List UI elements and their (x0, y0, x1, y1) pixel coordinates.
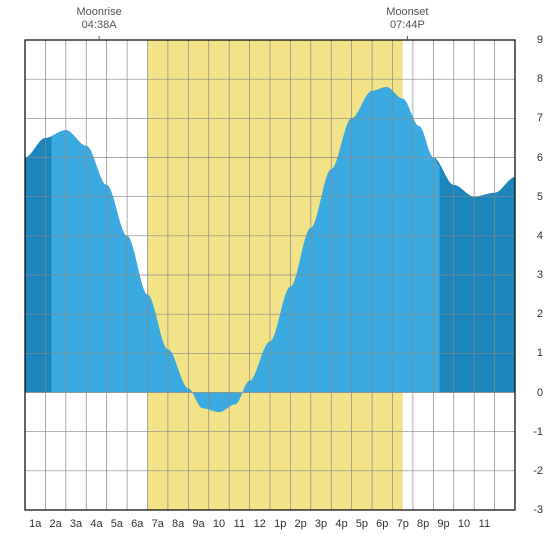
y-tick-label: 8 (523, 73, 543, 85)
x-tick-label: 2a (50, 518, 62, 530)
x-tick-label: 8p (417, 518, 429, 530)
y-tick-label: 7 (523, 112, 543, 124)
x-tick-label: 2p (295, 518, 307, 530)
x-tick-label: 3p (315, 518, 327, 530)
x-tick-label: 7p (397, 518, 409, 530)
y-tick-label: 5 (523, 191, 543, 203)
chart-svg (0, 0, 550, 550)
y-tick-label: -3 (523, 504, 543, 516)
x-tick-label: 3a (70, 518, 82, 530)
moonset-marker: Moonset07:44P (377, 6, 437, 32)
x-tick-label: 8a (172, 518, 184, 530)
x-tick-label: 10 (458, 518, 470, 530)
y-tick-label: 3 (523, 269, 543, 281)
x-tick-label: 12 (254, 518, 266, 530)
y-tick-label: -1 (523, 426, 543, 438)
x-tick-label: 11 (479, 518, 490, 530)
x-tick-label: 5a (111, 518, 123, 530)
moonrise-label: Moonrise (76, 6, 121, 18)
x-tick-label: 10 (213, 518, 225, 530)
tide-chart: Moonrise04:38A Moonset07:44P 1a 2a 3a 4a 5a 6a 7… (0, 0, 550, 550)
moonset-label: Moonset (386, 6, 428, 18)
y-tick-label: 6 (523, 152, 543, 164)
x-tick-label: 6a (131, 518, 143, 530)
x-tick-label: 4p (335, 518, 347, 530)
y-tick-label: 1 (523, 347, 543, 359)
x-tick-label: 1a (29, 518, 41, 530)
y-tick-label: 9 (523, 34, 543, 46)
x-tick-label: 6p (376, 518, 388, 530)
y-tick-label: 2 (523, 308, 543, 320)
x-tick-label: 4a (90, 518, 102, 530)
x-tick-label: 9p (437, 518, 449, 530)
x-tick-label: 7a (152, 518, 164, 530)
y-tick-label: 0 (523, 387, 543, 399)
x-tick-label: 11 (234, 518, 245, 530)
moonset-time: 07:44P (390, 19, 425, 31)
moonrise-time: 04:38A (82, 19, 117, 31)
x-tick-label: 5p (356, 518, 368, 530)
y-tick-label: -2 (523, 465, 543, 477)
x-tick-label: 9a (192, 518, 204, 530)
x-tick-label: 1p (274, 518, 286, 530)
moonrise-marker: Moonrise04:38A (69, 6, 129, 32)
y-tick-label: 4 (523, 230, 543, 242)
